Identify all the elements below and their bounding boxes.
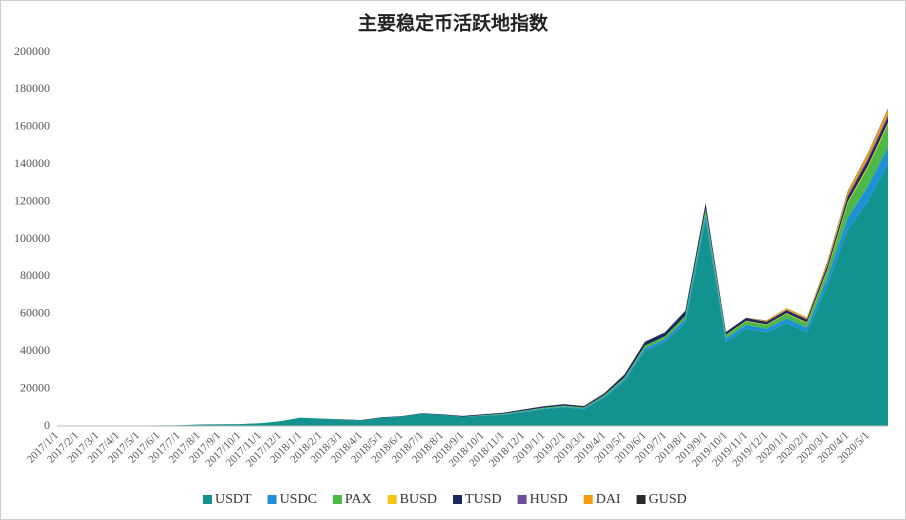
y-tick-label: 100000 — [14, 231, 50, 245]
y-tick-label: 200000 — [14, 44, 50, 58]
y-tick-label: 40000 — [20, 343, 50, 357]
legend-label: DAI — [596, 492, 621, 507]
y-tick-label: 60000 — [20, 306, 50, 320]
y-tick-label: 180000 — [14, 81, 50, 95]
legend-swatch — [636, 495, 646, 504]
legend-swatch — [517, 495, 527, 504]
y-tick-label: 20000 — [20, 380, 50, 394]
legend-label: TUSD — [465, 492, 502, 507]
legend-swatch — [267, 495, 277, 504]
legend-swatch — [583, 495, 593, 504]
chart-title: 主要稳定币活跃地指数 — [358, 11, 549, 34]
y-tick-label: 160000 — [14, 119, 50, 133]
y-tick-label: 80000 — [20, 268, 50, 282]
legend-label: HUSD — [530, 492, 568, 507]
legend-label: USDC — [280, 492, 317, 507]
legend-swatch — [387, 495, 397, 504]
legend-label: USDT — [215, 492, 252, 507]
legend-label: BUSD — [400, 492, 437, 507]
legend-swatch — [203, 495, 212, 504]
legend-swatch — [332, 495, 342, 504]
y-tick-label: 0 — [44, 418, 50, 432]
y-tick-label: 120000 — [14, 193, 50, 207]
legend-label: GUSD — [649, 492, 687, 507]
area — [57, 164, 888, 426]
legend-swatch — [453, 495, 463, 504]
legend-label: PAX — [345, 492, 372, 507]
y-tick-label: 140000 — [14, 156, 50, 170]
